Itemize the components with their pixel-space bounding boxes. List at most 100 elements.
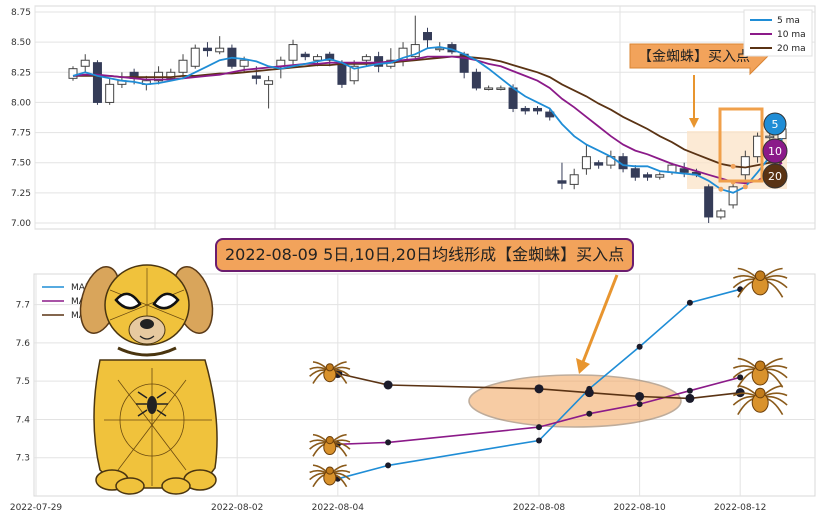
bottom-ma10-point	[686, 387, 693, 394]
legend-20ma: 20 ma	[777, 44, 806, 54]
candle-body	[190, 47, 200, 67]
candle-body	[533, 107, 543, 112]
bottom-ma20-point	[383, 380, 393, 390]
banner-arrow-line	[581, 274, 619, 363]
top-ma10-line	[72, 55, 783, 185]
svg-text:20: 20	[768, 170, 782, 183]
candle-body	[508, 87, 518, 109]
candle	[569, 168, 579, 190]
candle	[264, 75, 274, 109]
legend-5ma: 5 ma	[777, 16, 800, 26]
candle-body	[105, 83, 115, 103]
spider-icon	[732, 267, 788, 298]
candle-body	[264, 80, 274, 85]
top-ma20-line	[73, 55, 782, 169]
candle-body	[435, 47, 445, 51]
bottom-ma10-point	[536, 424, 542, 431]
candle	[300, 51, 310, 61]
top-y-tick: 7.50	[11, 159, 31, 169]
candle-body	[423, 32, 432, 41]
bottom-ma10-point	[385, 439, 392, 446]
bottom-ma10-point	[636, 401, 643, 408]
legend-ma5: MA5	[71, 283, 91, 293]
buy-zone-box	[718, 107, 764, 183]
candle-body	[349, 65, 359, 82]
candle-body	[361, 56, 371, 61]
candle	[105, 78, 115, 105]
candle-body	[728, 186, 738, 206]
spider-icon	[309, 361, 351, 384]
candle-body	[753, 135, 763, 158]
callout-text: 【金蜘蛛】买入点	[638, 49, 750, 65]
candle	[704, 184, 714, 223]
candle	[484, 85, 494, 91]
spider-icon	[309, 464, 351, 488]
bottom-ma10-point	[586, 410, 593, 417]
bottom-y-axis: 7.7 7.6 7.5 7.4 7.3	[16, 301, 31, 464]
candle-body	[288, 44, 298, 61]
bottom-ma20-point	[635, 391, 645, 401]
candle	[80, 54, 90, 73]
candle	[178, 54, 188, 79]
bottom-ma5-point	[636, 343, 643, 350]
top-y-tick: 8.00	[11, 98, 31, 108]
candle-body	[496, 87, 506, 90]
candle-body	[337, 62, 347, 85]
candle-body	[312, 56, 322, 61]
candle-body	[765, 135, 775, 139]
buy-point-dot	[742, 184, 748, 190]
bottom-x-tick: 2022-08-08	[513, 503, 566, 513]
bottom-x-tick: 2022-08-04	[312, 503, 365, 513]
candle-body	[704, 186, 714, 218]
badge-5	[763, 112, 787, 136]
spider-icon	[309, 433, 351, 457]
candle-body	[239, 59, 249, 67]
candle-body	[484, 87, 494, 90]
candle-body	[630, 168, 640, 178]
bottom-y-tick: 7.3	[16, 454, 30, 464]
candle	[533, 106, 543, 115]
candle-body	[92, 62, 102, 103]
bottom-ma5-point	[536, 437, 542, 444]
candle	[202, 42, 212, 57]
svg-text:5: 5	[772, 118, 779, 131]
candle-body	[569, 174, 579, 185]
badge-20	[762, 163, 788, 189]
bottom-x-axis: 2022-07-29 2022-08-02 2022-08-04 2022-08-08…	[10, 503, 767, 513]
callout-arrow-head	[689, 118, 699, 128]
spider-icon	[732, 385, 788, 416]
candle-body	[557, 180, 567, 184]
top-y-axis: 8.75 8.50 8.25 8.00 7.75 7.50 7.25 7.00	[11, 8, 31, 229]
candle-body	[215, 47, 225, 53]
candle	[496, 85, 506, 91]
spider-decorations	[309, 267, 788, 488]
candle	[728, 180, 738, 209]
top-y-tick: 7.25	[11, 189, 31, 199]
top-moving-averages	[72, 46, 783, 194]
top-y-tick: 7.75	[11, 129, 31, 139]
top-y-tick: 8.75	[11, 8, 31, 18]
candle	[716, 208, 726, 220]
candle	[594, 160, 604, 169]
candlesticks	[68, 15, 787, 223]
ma-badges: 5 10 20	[762, 112, 788, 189]
buy-point-dot	[730, 163, 736, 169]
candle	[215, 36, 225, 55]
top-y-tick: 7.00	[11, 219, 31, 229]
candle	[92, 60, 102, 105]
candle-body	[679, 168, 689, 173]
bottom-x-tick: 2022-08-12	[714, 503, 766, 513]
banner-arrow-head	[576, 358, 590, 374]
candle	[655, 172, 665, 180]
candle-body	[68, 68, 78, 79]
bottom-moving-averages	[333, 286, 745, 482]
candle-body	[520, 107, 530, 112]
candle-body	[740, 156, 750, 176]
candle-body	[300, 53, 310, 58]
candle	[630, 165, 640, 181]
candle	[679, 162, 689, 178]
candle-body	[178, 59, 188, 73]
candle-body	[471, 71, 481, 89]
candle	[581, 144, 591, 175]
